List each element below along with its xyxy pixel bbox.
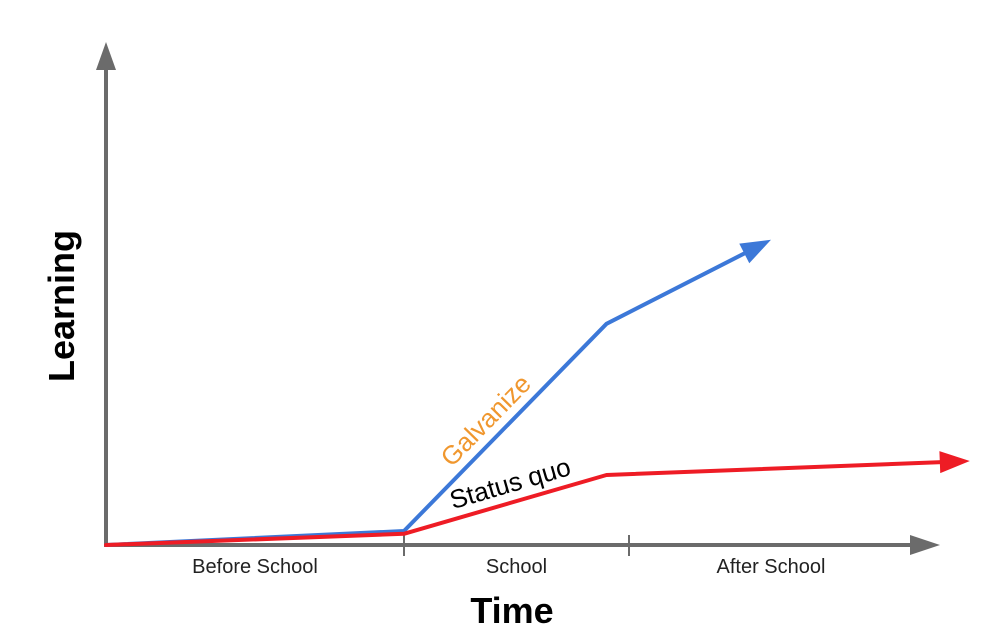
x-tick-label: School: [486, 556, 547, 578]
y-axis-title: Learning: [41, 230, 82, 382]
series-arrowhead-status-quo: [939, 451, 970, 474]
y-axis-arrowhead: [96, 42, 116, 70]
x-tick-label: After School: [717, 556, 826, 578]
series-line-galvanize: [104, 250, 749, 547]
series-line-status-quo: [104, 460, 944, 547]
series-arrowhead-galvanize: [739, 239, 771, 264]
series-label-galvanize: Galvanize: [434, 369, 536, 473]
x-axis-title: Time: [470, 590, 553, 631]
x-tick-label: Before School: [192, 556, 318, 578]
x-axis-arrowhead: [910, 535, 940, 555]
